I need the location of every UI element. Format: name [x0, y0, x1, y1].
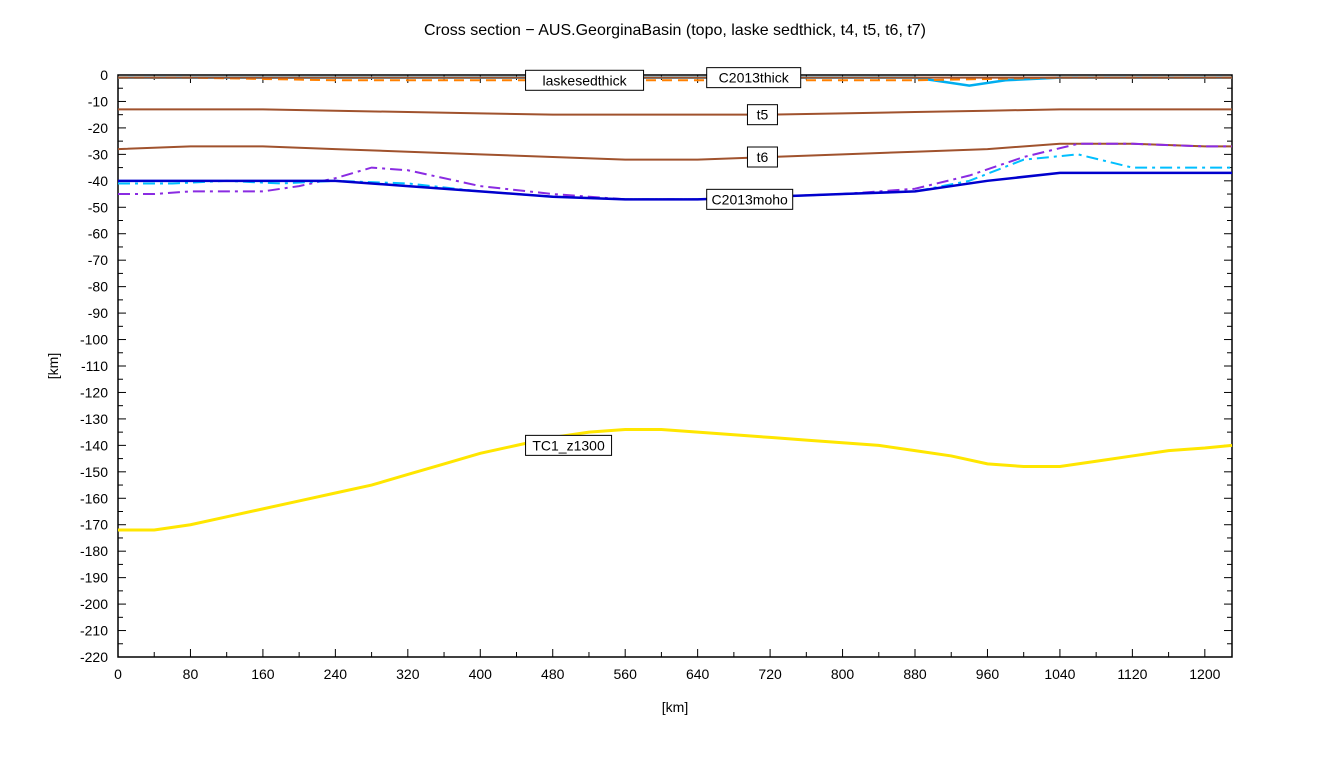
svg-text:t5: t5 [757, 107, 769, 123]
y-tick-label: -220 [80, 649, 108, 665]
x-tick-label: 160 [251, 666, 275, 682]
x-tick-label: 1200 [1189, 666, 1220, 682]
y-tick-label: -180 [80, 543, 108, 559]
y-tick-label: -120 [80, 384, 108, 400]
y-tick-label: -200 [80, 596, 108, 612]
cross-section-chart: Cross section − AUS.GeorginaBasin (topo,… [0, 0, 1340, 757]
x-tick-label: 960 [976, 666, 1000, 682]
svg-text:C2013moho: C2013moho [712, 191, 788, 207]
x-tick-label: 1120 [1117, 666, 1147, 682]
x-tick-label: 320 [396, 666, 420, 682]
label-C2013moho: C2013moho [707, 189, 793, 209]
y-tick-label: -160 [80, 490, 108, 506]
y-tick-label: -150 [80, 464, 108, 480]
y-tick-label: -140 [80, 437, 108, 453]
y-tick-label: -20 [88, 120, 108, 136]
y-tick-label: -50 [88, 199, 108, 215]
y-tick-label: -10 [88, 93, 108, 109]
y-tick-label: -60 [88, 226, 108, 242]
x-tick-label: 800 [831, 666, 855, 682]
y-tick-label: 0 [100, 67, 108, 83]
x-tick-label: 480 [541, 666, 565, 682]
label-TC1_z1300: TC1_z1300 [526, 435, 612, 455]
y-tick-label: -30 [88, 146, 108, 162]
x-tick-label: 400 [469, 666, 493, 682]
y-tick-label: -40 [88, 173, 108, 189]
y-tick-label: -130 [80, 411, 108, 427]
label-laskesedthick: laskesedthick [526, 70, 644, 90]
label-C2013thick: C2013thick [707, 68, 801, 88]
y-tick-label: -70 [88, 252, 108, 268]
svg-text:C2013thick: C2013thick [719, 70, 790, 86]
x-tick-label: 240 [324, 666, 348, 682]
x-axis-title: [km] [662, 699, 688, 715]
y-tick-label: -170 [80, 517, 108, 533]
x-tick-label: 880 [903, 666, 927, 682]
chart-title: Cross section − AUS.GeorginaBasin (topo,… [424, 22, 926, 39]
svg-text:laskesedthick: laskesedthick [543, 72, 628, 88]
y-tick-label: -90 [88, 305, 108, 321]
chart-svg: Cross section − AUS.GeorginaBasin (topo,… [0, 0, 1340, 757]
x-tick-label: 0 [114, 666, 122, 682]
x-tick-label: 560 [614, 666, 638, 682]
svg-text:t6: t6 [757, 149, 769, 165]
x-tick-label: 80 [183, 666, 199, 682]
svg-text:TC1_z1300: TC1_z1300 [532, 437, 605, 453]
label-t6: t6 [747, 147, 777, 167]
y-tick-label: -110 [81, 358, 108, 374]
y-tick-label: -80 [88, 279, 108, 295]
label-t5: t5 [747, 105, 777, 125]
y-tick-label: -190 [80, 570, 108, 586]
y-axis-title: [km] [45, 353, 61, 379]
y-tick-label: -210 [80, 623, 108, 639]
y-tick-label: -100 [80, 332, 108, 348]
x-tick-label: 720 [758, 666, 782, 682]
x-tick-label: 1040 [1044, 666, 1075, 682]
x-tick-label: 640 [686, 666, 710, 682]
